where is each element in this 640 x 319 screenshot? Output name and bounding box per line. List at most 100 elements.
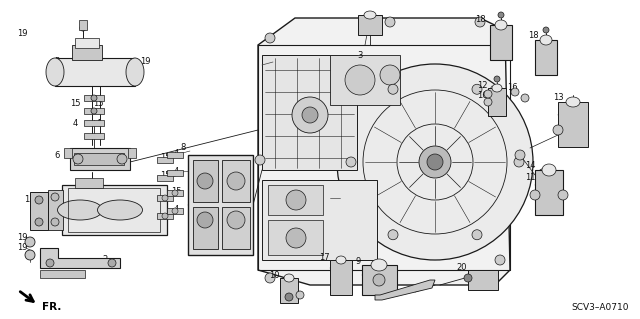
Bar — [535, 40, 557, 75]
Circle shape — [162, 195, 168, 201]
Circle shape — [46, 259, 54, 267]
Bar — [222, 207, 250, 249]
Bar — [268, 185, 323, 215]
Bar — [72, 45, 102, 60]
Text: 15: 15 — [160, 172, 170, 181]
Text: 20: 20 — [457, 263, 467, 271]
Bar — [75, 178, 103, 188]
Bar — [30, 192, 48, 230]
Ellipse shape — [364, 11, 376, 19]
Bar — [188, 155, 253, 255]
Circle shape — [25, 237, 35, 247]
Text: 14: 14 — [289, 288, 300, 298]
Bar — [55, 58, 135, 86]
Circle shape — [553, 125, 563, 135]
Circle shape — [285, 293, 293, 301]
Circle shape — [484, 90, 492, 98]
Text: 17: 17 — [319, 254, 330, 263]
Circle shape — [227, 211, 245, 229]
Bar — [62, 185, 167, 235]
Circle shape — [197, 173, 213, 189]
Circle shape — [385, 273, 395, 283]
Bar — [157, 157, 173, 163]
Circle shape — [91, 108, 97, 114]
Circle shape — [346, 157, 356, 167]
Text: 13: 13 — [553, 93, 563, 102]
Circle shape — [515, 150, 525, 160]
Circle shape — [530, 190, 540, 200]
Text: 16: 16 — [477, 91, 487, 100]
Circle shape — [419, 146, 451, 178]
Circle shape — [73, 154, 83, 164]
Circle shape — [388, 230, 398, 240]
Circle shape — [25, 250, 35, 260]
Circle shape — [427, 154, 443, 170]
Circle shape — [558, 190, 568, 200]
Bar — [128, 148, 136, 158]
Polygon shape — [375, 280, 435, 300]
Circle shape — [162, 213, 168, 219]
Text: 5: 5 — [54, 57, 60, 66]
Text: 14: 14 — [525, 160, 535, 169]
Bar — [358, 15, 382, 35]
Bar — [167, 170, 183, 176]
Bar — [167, 208, 183, 214]
Bar — [157, 195, 173, 201]
Text: 4: 4 — [173, 149, 179, 158]
Circle shape — [484, 98, 492, 106]
Text: 19: 19 — [140, 57, 150, 66]
Bar — [468, 270, 498, 290]
Text: 3: 3 — [357, 50, 363, 60]
Circle shape — [495, 255, 505, 265]
Circle shape — [385, 17, 395, 27]
Bar — [48, 190, 63, 230]
Text: 4: 4 — [173, 204, 179, 213]
Bar — [167, 152, 183, 158]
Polygon shape — [258, 18, 510, 285]
Text: 7: 7 — [54, 194, 60, 203]
Circle shape — [286, 190, 306, 210]
Bar — [84, 120, 104, 126]
Text: 4: 4 — [173, 167, 179, 175]
Ellipse shape — [566, 97, 580, 107]
Text: 19: 19 — [17, 234, 28, 242]
Circle shape — [475, 17, 485, 27]
Circle shape — [255, 155, 265, 165]
Bar — [84, 95, 104, 101]
Circle shape — [296, 291, 304, 299]
Text: 18: 18 — [528, 31, 538, 40]
Circle shape — [35, 196, 43, 204]
Bar — [362, 265, 397, 295]
Ellipse shape — [492, 84, 502, 92]
Circle shape — [302, 107, 318, 123]
Bar — [64, 148, 72, 158]
Bar — [222, 160, 250, 202]
Bar — [167, 190, 183, 196]
Text: 12: 12 — [477, 80, 487, 90]
Text: 18: 18 — [475, 16, 485, 25]
Bar — [75, 38, 99, 48]
Circle shape — [495, 40, 505, 50]
Text: 19: 19 — [17, 243, 28, 253]
Circle shape — [475, 273, 485, 283]
Ellipse shape — [284, 274, 294, 282]
Text: FR.: FR. — [42, 302, 61, 312]
Bar — [262, 55, 357, 170]
Bar — [280, 278, 298, 303]
Ellipse shape — [58, 200, 102, 220]
Bar — [488, 88, 506, 116]
Circle shape — [514, 157, 524, 167]
Text: 4: 4 — [72, 118, 77, 128]
Circle shape — [292, 97, 328, 133]
Circle shape — [388, 84, 398, 94]
Text: SCV3–A0710: SCV3–A0710 — [572, 303, 628, 313]
Bar — [330, 260, 352, 295]
Bar — [193, 160, 218, 202]
Circle shape — [91, 95, 97, 101]
Circle shape — [472, 84, 482, 94]
Circle shape — [472, 230, 482, 240]
Polygon shape — [40, 248, 120, 268]
Ellipse shape — [371, 259, 387, 271]
Circle shape — [380, 65, 400, 85]
Circle shape — [373, 274, 385, 286]
